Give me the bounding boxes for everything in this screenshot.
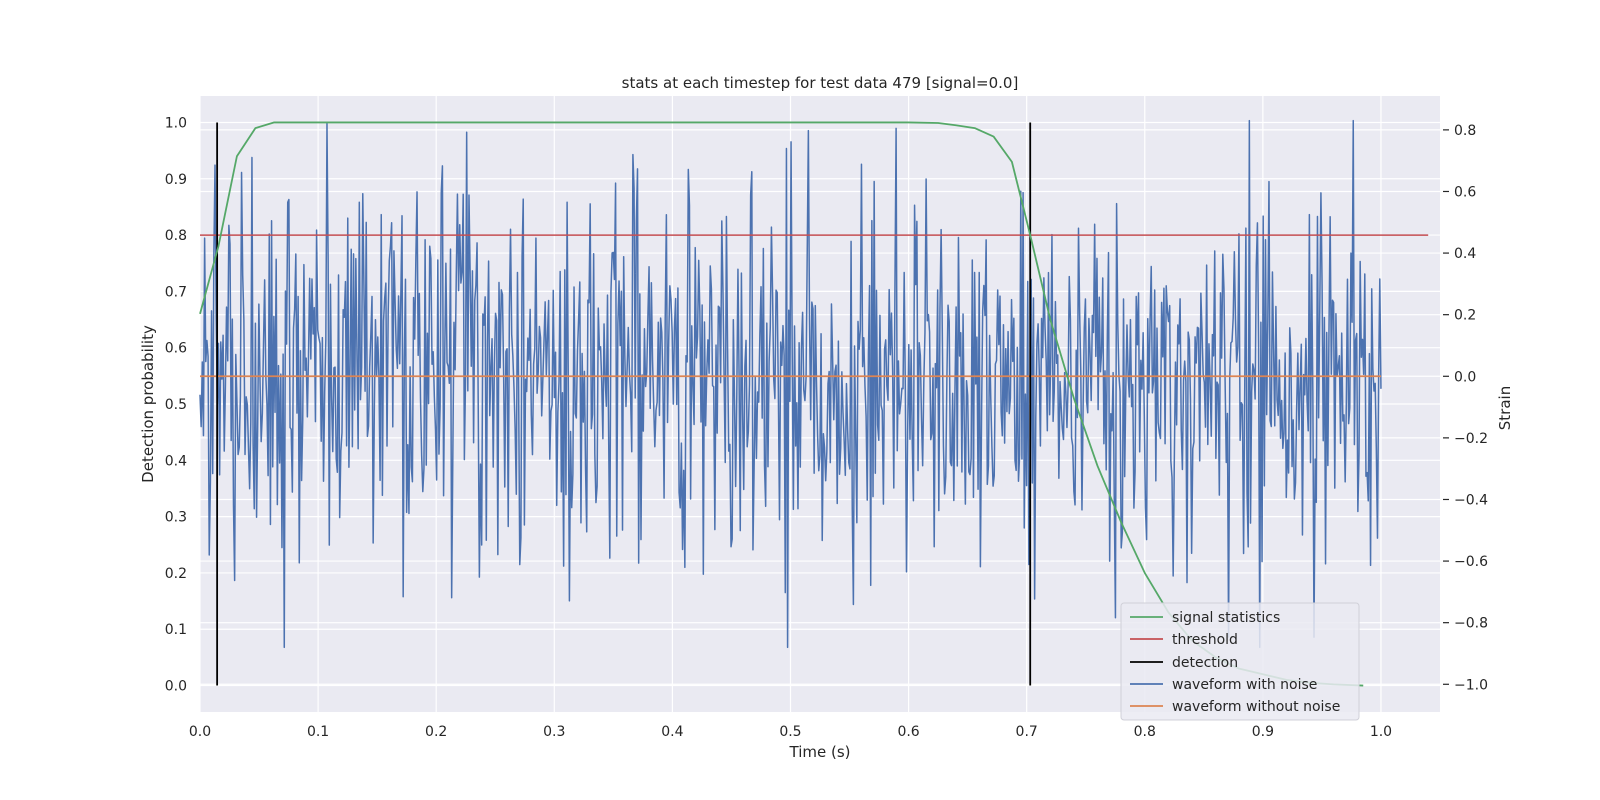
y-tick-label: 0.8 (165, 228, 187, 244)
x-tick-label: 0.9 (1252, 724, 1274, 740)
y-tick-label: 0.2 (165, 566, 187, 582)
y-tick-label: 1.0 (165, 115, 187, 131)
legend: signal statistics threshold detection wa… (1120, 602, 1360, 721)
y-axis-right: −1.0 −0.8 −0.6 −0.4 −0.2 0.0 0.2 0.4 0.6 0.8 (1443, 123, 1488, 693)
x-tick-label: 0.2 (425, 724, 447, 740)
y2-tick-label: 0.2 (1454, 308, 1476, 324)
x-tick-label: 0.7 (1016, 724, 1038, 740)
legend-label-waveform-with-noise: waveform with noise (1172, 677, 1317, 693)
x-axis: 0.0 0.1 0.2 0.3 0.4 0.5 0.6 0.7 0.8 0.9 1.0 (189, 724, 1392, 740)
y-tick-label: 0.3 (165, 510, 187, 526)
x-tick-label: 0.6 (897, 724, 919, 740)
y-tick-label: 0.0 (165, 679, 187, 695)
y2-axis-label: Strain (1496, 386, 1514, 430)
y2-tick-label: 0.0 (1454, 369, 1476, 385)
legend-label-detection: detection (1172, 655, 1238, 671)
x-tick-label: 1.0 (1370, 724, 1392, 740)
y-tick-label: 0.6 (165, 341, 187, 357)
y-axis-left: 0.0 0.1 0.2 0.3 0.4 0.5 0.6 0.7 0.8 0.9 1.0 (165, 115, 187, 694)
y2-tick-label: 0.4 (1454, 246, 1476, 262)
y2-tick-label: −0.4 (1454, 492, 1488, 508)
legend-label-waveform-without-noise: waveform without noise (1172, 699, 1340, 715)
x-tick-label: 0.4 (661, 724, 683, 740)
x-tick-label: 0.3 (543, 724, 565, 740)
y2-tick-label: −0.2 (1454, 431, 1488, 447)
x-tick-label: 0.0 (189, 724, 211, 740)
y-tick-label: 0.5 (165, 397, 187, 413)
y2-tick-label: 0.8 (1454, 123, 1476, 139)
y2-tick-label: −1.0 (1454, 677, 1488, 693)
x-tick-label: 0.1 (307, 724, 329, 740)
x-tick-label: 0.5 (779, 724, 801, 740)
y-axis-label: Detection probability (139, 325, 157, 483)
series-waveform-with-noise (199, 119, 1382, 649)
y2-tick-label: −0.8 (1454, 616, 1488, 632)
y2-tick-label: 0.6 (1454, 184, 1476, 200)
y-tick-label: 0.7 (165, 284, 187, 300)
x-tick-label: 0.8 (1134, 724, 1156, 740)
chart-title: stats at each timestep for test data 479… (622, 74, 1019, 92)
y-tick-label: 0.9 (165, 172, 187, 188)
y-tick-label: 0.4 (165, 453, 187, 469)
legend-label-threshold: threshold (1172, 632, 1238, 648)
legend-box (1120, 602, 1360, 721)
y-tick-label: 0.1 (165, 622, 187, 638)
legend-label-signal-statistics: signal statistics (1172, 610, 1280, 626)
y2-tick-label: −0.6 (1454, 554, 1488, 570)
x-axis-label: Time (s) (789, 743, 851, 761)
